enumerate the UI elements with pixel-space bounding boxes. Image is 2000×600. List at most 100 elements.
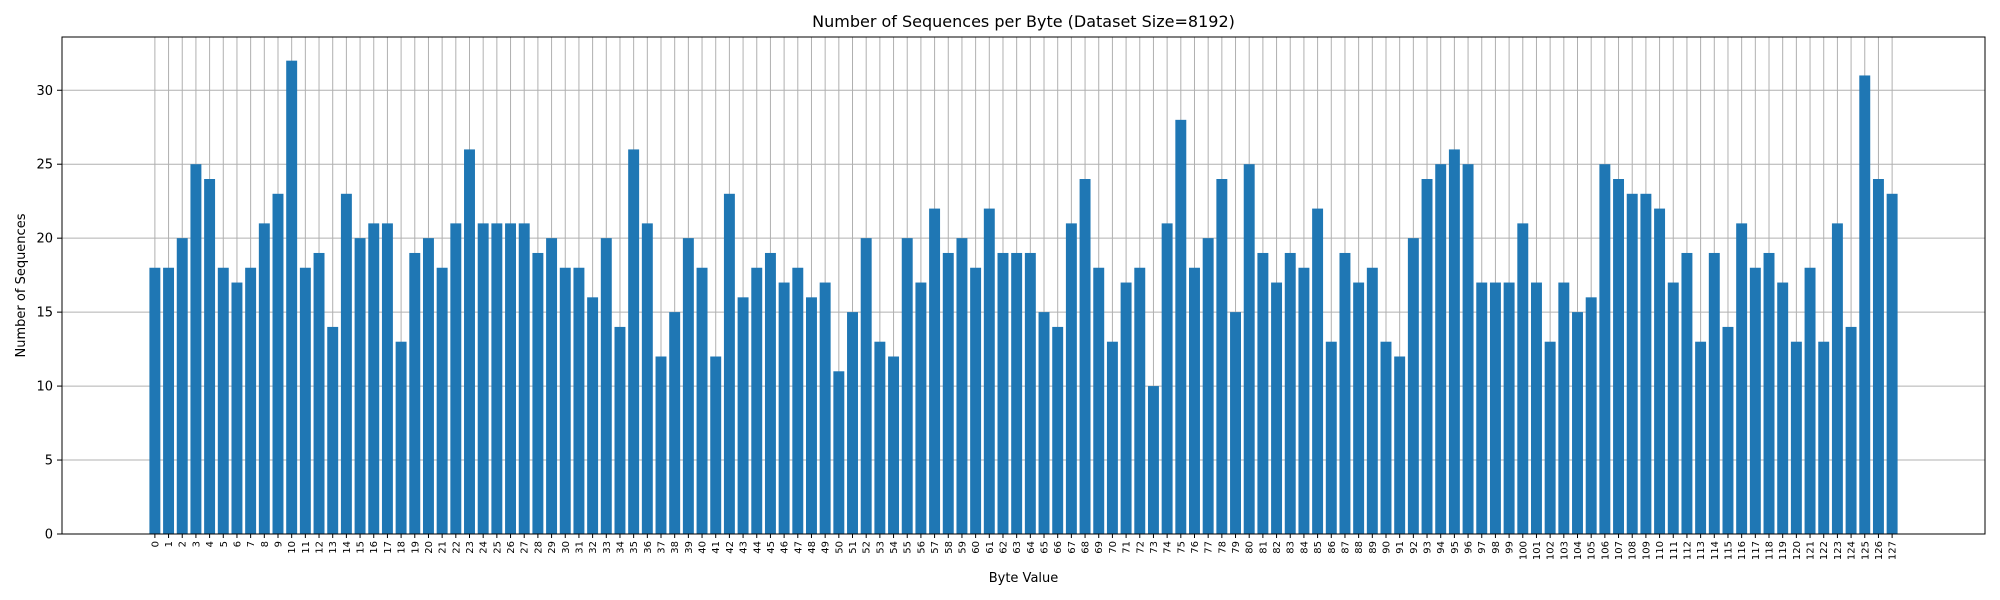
x-tick-label: 66 <box>1053 541 1064 554</box>
x-tick-label: 115 <box>1723 541 1734 560</box>
bar-byte-14 <box>340 193 352 534</box>
y-tick-label: 5 <box>45 454 53 469</box>
y-tick-label: 10 <box>36 380 53 395</box>
y-tick-label: 15 <box>36 306 53 321</box>
x-tick-label: 78 <box>1217 541 1228 554</box>
bar-byte-81 <box>1257 252 1269 535</box>
bar-byte-35 <box>628 149 640 534</box>
bar-byte-46 <box>778 282 790 534</box>
bar-byte-10 <box>286 60 298 535</box>
bar-byte-13 <box>327 326 339 534</box>
x-tick-label: 19 <box>410 541 421 554</box>
x-tick-label: 56 <box>916 541 927 554</box>
bar-byte-75 <box>1175 119 1187 534</box>
x-tick-label: 62 <box>998 541 1009 554</box>
bar-byte-27 <box>518 223 530 534</box>
x-tick-label: 87 <box>1340 541 1351 554</box>
bar-byte-12 <box>313 252 325 535</box>
x-tick-label: 71 <box>1122 541 1133 554</box>
bar-byte-91 <box>1394 356 1406 534</box>
bar-byte-99 <box>1503 282 1515 534</box>
bar-byte-30 <box>559 267 571 534</box>
x-tick-label: 72 <box>1135 541 1146 554</box>
x-tick-label: 36 <box>643 541 654 554</box>
bar-byte-29 <box>546 238 558 534</box>
bar-byte-42 <box>723 193 735 534</box>
x-axis-ticks: 0 1 2 3 4 5 6 7 8 9 10 11 12 13 14 15 16 17 18 19 20 21 22 23 24… <box>150 534 1899 560</box>
x-tick-label: 31 <box>574 541 585 554</box>
x-tick-label: 41 <box>711 541 722 554</box>
x-tick-label: 102 <box>1546 541 1557 560</box>
x-tick-label: 57 <box>930 541 941 554</box>
x-tick-label: 93 <box>1423 541 1434 554</box>
bar-byte-51 <box>847 312 858 534</box>
bar-byte-104 <box>1572 312 1583 534</box>
bar-byte-126 <box>1872 179 1884 534</box>
bar-byte-108 <box>1626 193 1638 534</box>
bar-byte-127 <box>1886 193 1898 534</box>
x-tick-label: 29 <box>547 541 558 554</box>
bar-byte-101 <box>1530 282 1542 534</box>
x-tick-label: 79 <box>1231 541 1242 554</box>
bar-byte-92 <box>1407 238 1419 534</box>
x-tick-label: 101 <box>1532 541 1543 560</box>
x-tick-label: 77 <box>1204 541 1215 554</box>
bar-byte-76 <box>1189 267 1200 534</box>
x-tick-label: 116 <box>1737 541 1748 560</box>
bar-byte-114 <box>1708 252 1720 535</box>
bar-byte-21 <box>436 267 448 534</box>
bar-byte-52 <box>860 238 872 534</box>
bar-byte-115 <box>1722 326 1734 534</box>
x-tick-label: 95 <box>1450 541 1461 554</box>
bar-byte-8 <box>258 223 270 534</box>
x-tick-label: 27 <box>520 541 531 554</box>
x-tick-label: 48 <box>807 541 818 554</box>
x-tick-label: 64 <box>1026 541 1037 554</box>
x-tick-label: 55 <box>903 541 914 554</box>
x-tick-label: 51 <box>848 541 859 554</box>
bar-byte-89 <box>1366 267 1378 534</box>
x-tick-label: 111 <box>1669 541 1680 560</box>
y-axis-ticks: 0 5 10 15 20 25 30 <box>36 84 62 543</box>
bar-byte-111 <box>1667 282 1679 534</box>
bar-byte-31 <box>573 267 585 534</box>
x-tick-label: 69 <box>1094 541 1105 554</box>
bar-byte-28 <box>532 252 544 535</box>
bar-byte-84 <box>1298 267 1310 534</box>
bar-byte-82 <box>1271 282 1283 534</box>
x-tick-label: 7 <box>246 541 257 547</box>
bar-byte-47 <box>792 267 804 534</box>
x-tick-label: 35 <box>629 541 640 554</box>
bar-byte-7 <box>245 267 257 534</box>
x-tick-label: 20 <box>424 541 435 554</box>
bar-byte-63 <box>1011 252 1023 535</box>
bar-byte-18 <box>395 341 407 534</box>
bar-byte-69 <box>1093 267 1105 534</box>
x-tick-label: 40 <box>698 541 709 554</box>
x-axis-label: Byte Value <box>989 571 1059 586</box>
bar-byte-78 <box>1216 179 1228 534</box>
x-tick-label: 45 <box>766 541 777 554</box>
x-tick-label: 121 <box>1806 541 1817 560</box>
bar-byte-19 <box>409 252 421 535</box>
bar-byte-5 <box>217 267 229 534</box>
bar-byte-112 <box>1681 252 1693 535</box>
x-tick-label: 54 <box>889 541 900 554</box>
bar-byte-106 <box>1599 164 1611 535</box>
x-tick-label: 25 <box>492 541 503 554</box>
x-tick-label: 0 <box>150 541 161 547</box>
x-tick-label: 123 <box>1833 541 1844 560</box>
bar-byte-118 <box>1763 252 1775 535</box>
bar-byte-87 <box>1339 252 1351 535</box>
x-tick-label: 26 <box>506 541 517 554</box>
bar-byte-39 <box>682 238 694 534</box>
bar-byte-86 <box>1325 341 1337 534</box>
x-tick-label: 91 <box>1395 541 1406 554</box>
bar-byte-70 <box>1106 341 1118 534</box>
x-tick-label: 97 <box>1477 541 1488 554</box>
x-tick-label: 85 <box>1313 541 1324 554</box>
bar-byte-38 <box>669 312 681 534</box>
x-tick-label: 86 <box>1327 541 1338 554</box>
bar-byte-22 <box>450 223 462 534</box>
bar-byte-83 <box>1284 252 1296 535</box>
